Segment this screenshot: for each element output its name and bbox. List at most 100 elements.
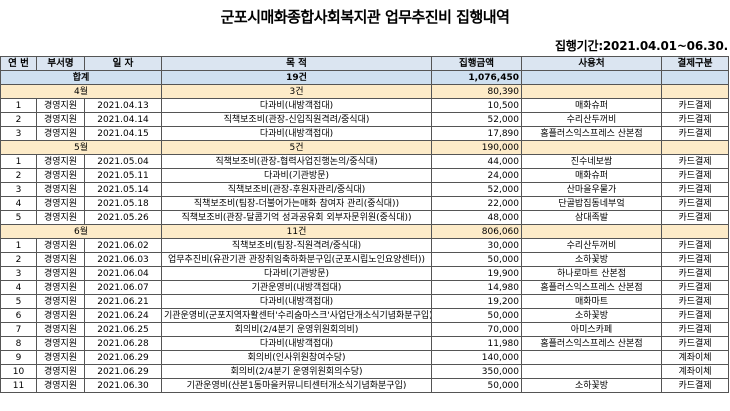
table-header-row: 연 번 부서명 일 자 목 적 집행금액 사용처 결제구분 <box>0 56 729 71</box>
row-no: 3 <box>0 266 37 281</box>
row-purpose: 직책보조비(관장-달콤기억 성과공유회 외부자문위원(중식대)) <box>161 210 432 225</box>
month-count: 3건 <box>161 84 432 99</box>
row-amount: 50,000 <box>431 252 522 267</box>
row-pay: 카드결제 <box>661 126 729 141</box>
total-count: 19건 <box>161 70 432 85</box>
row-amount: 52,000 <box>431 182 522 197</box>
row-date: 2021.06.02 <box>84 238 162 253</box>
month-empty-pay <box>661 224 729 239</box>
month-summary-row: 6월 11건 806,060 <box>0 224 729 239</box>
row-purpose: 다과비(내방객접대) <box>161 126 432 141</box>
month-label: 6월 <box>0 224 162 239</box>
row-dept: 경영지원 <box>36 210 85 225</box>
row-purpose: 다과비(내방객접대) <box>161 98 432 113</box>
month-label: 5월 <box>0 140 162 155</box>
row-date: 2021.06.28 <box>84 336 162 351</box>
row-date: 2021.06.03 <box>84 252 162 267</box>
header-place: 사용처 <box>521 56 662 71</box>
table-row: 2 경영지원 2021.06.03 업무추진비(유관기관 관장취임축하화분구입(군포시… <box>0 252 729 267</box>
month-label: 4월 <box>0 84 162 99</box>
row-date: 2021.05.26 <box>84 210 162 225</box>
row-amount: 50,000 <box>431 378 522 393</box>
row-pay: 카드결제 <box>661 210 729 225</box>
row-purpose: 회의비(2/4분기 운영위원회의비) <box>161 322 432 337</box>
row-place: 수리산두꺼비 <box>521 112 662 127</box>
row-pay: 카드결제 <box>661 252 729 267</box>
row-dept: 경영지원 <box>36 378 85 393</box>
row-no: 2 <box>0 112 37 127</box>
row-purpose: 직책보조비(팀장-더불어가는매화 참여자 관리(중식대)) <box>161 196 432 211</box>
row-date: 2021.05.14 <box>84 182 162 197</box>
month-amount: 80,390 <box>431 84 522 99</box>
row-amount: 11,980 <box>431 336 522 351</box>
row-pay: 카드결제 <box>661 266 729 281</box>
table-row: 3 경영지원 2021.05.14 직책보조비(관장-후원자관리/중식대) 52,000… <box>0 182 729 197</box>
row-no: 4 <box>0 196 37 211</box>
row-amount: 52,000 <box>431 112 522 127</box>
row-pay: 계좌이체 <box>661 350 729 365</box>
month-empty-pay <box>661 84 729 99</box>
row-place: 매화슈퍼 <box>521 168 662 183</box>
table-row: 3 경영지원 2021.04.15 다과비(내방객접대) 17,890 홈플러스익스프레스… <box>0 126 729 141</box>
row-date: 2021.06.29 <box>84 364 162 379</box>
row-place: 소하꽃방 <box>521 252 662 267</box>
row-amount: 19,900 <box>431 266 522 281</box>
row-place: 매화슈퍼 <box>521 98 662 113</box>
month-summary-row: 5월 5건 190,000 <box>0 140 729 155</box>
row-amount: 17,890 <box>431 126 522 141</box>
row-date: 2021.06.30 <box>84 378 162 393</box>
row-pay: 카드결제 <box>661 98 729 113</box>
row-date: 2021.05.11 <box>84 168 162 183</box>
row-dept: 경영지원 <box>36 196 85 211</box>
row-date: 2021.04.13 <box>84 98 162 113</box>
expense-table: 연 번 부서명 일 자 목 적 집행금액 사용처 결제구분 합계 19건 1,0… <box>0 56 729 393</box>
row-no: 4 <box>0 280 37 295</box>
row-no: 6 <box>0 308 37 323</box>
row-date: 2021.06.07 <box>84 280 162 295</box>
row-amount: 14,980 <box>431 280 522 295</box>
row-dept: 경영지원 <box>36 238 85 253</box>
row-no: 1 <box>0 238 37 253</box>
total-amount: 1,076,450 <box>431 70 522 85</box>
row-amount: 10,500 <box>431 98 522 113</box>
table-row: 2 경영지원 2021.04.14 직책보조비(관장-신입직원격려/중식대) 52,00… <box>0 112 729 127</box>
row-dept: 경영지원 <box>36 182 85 197</box>
row-place: 아미스카페 <box>521 322 662 337</box>
row-purpose: 다과비(기관방문) <box>161 266 432 281</box>
row-pay: 카드결제 <box>661 112 729 127</box>
row-pay: 카드결제 <box>661 322 729 337</box>
row-no: 2 <box>0 252 37 267</box>
row-dept: 경영지원 <box>36 294 85 309</box>
row-pay: 카드결제 <box>661 154 729 169</box>
row-no: 5 <box>0 294 37 309</box>
row-dept: 경영지원 <box>36 112 85 127</box>
header-no: 연 번 <box>0 56 37 71</box>
row-dept: 경영지원 <box>36 266 85 281</box>
table-row: 4 경영지원 2021.05.18 직책보조비(팀장-더불어가는매화 참여자 관리(중… <box>0 196 729 211</box>
row-dept: 경영지원 <box>36 280 85 295</box>
row-amount: 140,000 <box>431 350 522 365</box>
table-row: 11 경영지원 2021.06.30 기관운영비(산본1동마을커뮤니티센터개소식기념화… <box>0 378 729 393</box>
row-place <box>521 350 662 365</box>
row-dept: 경영지원 <box>36 350 85 365</box>
row-dept: 경영지원 <box>36 322 85 337</box>
table-row: 5 경영지원 2021.05.26 직책보조비(관장-달콤기억 성과공유회 외부자문위… <box>0 210 729 225</box>
table-row: 5 경영지원 2021.06.21 다과비(내방객접대) 19,200 매화마트 카드결제 <box>0 294 729 309</box>
row-place: 진수네보쌈 <box>521 154 662 169</box>
table-row: 4 경영지원 2021.06.07 기관운영비(내방객접대) 14,980 홈플러스익스프… <box>0 280 729 295</box>
row-amount: 19,200 <box>431 294 522 309</box>
table-row: 3 경영지원 2021.06.04 다과비(기관방문) 19,900 하나로마트 산본점 카… <box>0 266 729 281</box>
row-place: 하나로마트 산본점 <box>521 266 662 281</box>
row-dept: 경영지원 <box>36 168 85 183</box>
row-dept: 경영지원 <box>36 126 85 141</box>
row-amount: 350,000 <box>431 364 522 379</box>
row-purpose: 기관운영비(내방객접대) <box>161 280 432 295</box>
row-date: 2021.06.24 <box>84 308 162 323</box>
row-no: 7 <box>0 322 37 337</box>
row-place: 수리산두꺼비 <box>521 238 662 253</box>
row-no: 11 <box>0 378 37 393</box>
row-no: 5 <box>0 210 37 225</box>
row-place: 소하꽃방 <box>521 378 662 393</box>
total-empty-place <box>521 70 662 85</box>
row-no: 1 <box>0 98 37 113</box>
